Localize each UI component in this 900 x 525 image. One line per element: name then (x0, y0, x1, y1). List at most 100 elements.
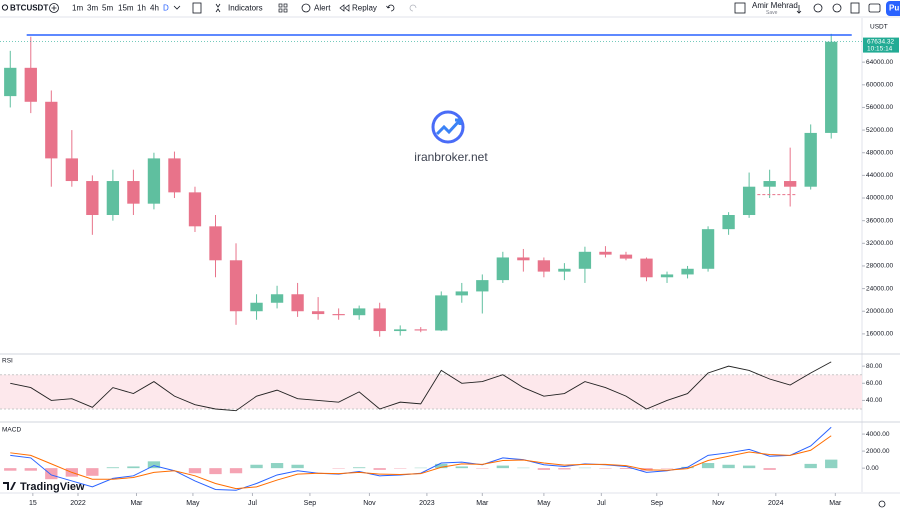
macd-histogram (86, 468, 98, 476)
plot-area: USDT16000.0020000.0024000.0028000.003200… (0, 24, 899, 507)
macd-histogram (743, 466, 755, 469)
macd-histogram (497, 466, 509, 469)
x-tick-label: Mar (476, 500, 489, 507)
x-tick-label: Jul (597, 500, 606, 507)
interval-button[interactable]: 5m (102, 4, 113, 13)
candle-body (805, 133, 817, 187)
watermark-text: iranbroker.net (414, 150, 488, 164)
y-tick-label: 40.00 (866, 397, 883, 404)
candle-body (435, 295, 447, 330)
y-tick-label: 64000.00 (866, 59, 893, 66)
save-label[interactable]: Save (766, 10, 778, 16)
candle-body (332, 314, 344, 315)
signal-line (10, 436, 831, 489)
interval-button[interactable]: 1m (72, 4, 83, 13)
interval-button[interactable]: D (163, 4, 169, 13)
y-tick-label: 60.00 (866, 380, 883, 387)
x-tick-label: Sep (304, 500, 317, 507)
macd-histogram (620, 468, 632, 469)
candle-body (763, 181, 775, 187)
candle-body (107, 181, 119, 215)
candle-body (86, 181, 98, 215)
candle-body (517, 257, 529, 260)
x-tick-label: Mar (130, 500, 143, 507)
macd-histogram (763, 468, 775, 470)
y-tick-label: 48000.00 (866, 149, 893, 156)
candle-body (681, 269, 693, 275)
symbol[interactable]: BTCUSDT (10, 4, 48, 13)
user-name[interactable]: Amir Mehrad (752, 1, 798, 10)
y-tick-label: 28000.00 (866, 263, 893, 270)
publish-label: Pu (889, 4, 899, 13)
macd-histogram (127, 466, 139, 468)
x-tick-label: 15 (29, 500, 37, 507)
y-tick-label: 4000.00 (866, 431, 890, 438)
macd-histogram (4, 468, 16, 471)
candle-body (620, 255, 632, 259)
y-tick-label: 24000.00 (866, 285, 893, 292)
time-axis-settings[interactable] (879, 501, 885, 507)
x-tick-label: 2023 (419, 500, 435, 507)
candle-body (558, 269, 570, 272)
macd-histogram (209, 468, 221, 474)
y-tick-label: 36000.00 (866, 217, 893, 224)
y-tick-label: 44000.00 (866, 172, 893, 179)
y-tick-label: 2000.00 (866, 448, 890, 455)
candle-body (148, 158, 160, 203)
pane-title: RSI (2, 358, 13, 365)
macd-histogram (456, 466, 468, 468)
tradingview-logo[interactable]: TradingView (20, 481, 85, 493)
candle-body (825, 42, 837, 133)
y-tick-label: 0.00 (866, 465, 879, 472)
x-tick-label: Nov (712, 500, 725, 507)
macd-histogram (805, 464, 817, 468)
y-tick-label: 52000.00 (866, 127, 893, 134)
macd-histogram (825, 460, 837, 469)
candle-body (702, 229, 714, 269)
candle-body (743, 187, 755, 215)
rsi-band (0, 375, 862, 409)
candle-body (271, 294, 283, 302)
macd-line (10, 427, 831, 490)
candle-body (4, 68, 16, 96)
y-tick-label: 20000.00 (866, 308, 893, 315)
macd-histogram (291, 465, 303, 468)
candle-body (230, 260, 242, 311)
y-tick-label: 80.00 (866, 363, 883, 370)
candle-body (353, 308, 365, 315)
candle-body (66, 158, 78, 181)
interval-button[interactable]: 4h (150, 4, 159, 13)
macd-histogram (538, 468, 550, 470)
candle-body (640, 259, 652, 278)
x-tick-label: Sep (651, 500, 664, 507)
interval-button[interactable]: 3m (87, 4, 98, 13)
candle-body (538, 260, 550, 271)
candle-body (209, 226, 221, 260)
replay-button[interactable]: Replay (352, 4, 377, 13)
y-tick-label: 40000.00 (866, 195, 893, 202)
last-price-label: 67634.32 (867, 38, 894, 45)
x-tick-label: May (537, 500, 551, 507)
macd-histogram (189, 468, 201, 473)
y-tick-label: 60000.00 (866, 82, 893, 89)
y-tick-label: 32000.00 (866, 240, 893, 247)
pane-title: MACD (2, 427, 21, 434)
macd-histogram (271, 463, 283, 468)
watermark-arrow (437, 120, 460, 134)
indicators-button[interactable]: Indicators (228, 4, 263, 13)
candle-body (415, 329, 427, 330)
interval-button[interactable]: 15m (118, 4, 134, 13)
candle-body (497, 257, 509, 280)
macd-histogram (353, 467, 365, 468)
candle-body (374, 308, 386, 331)
candle-body (312, 311, 324, 314)
x-tick-label: Nov (363, 500, 376, 507)
macd-histogram (25, 468, 37, 471)
y-tick-label: 56000.00 (866, 104, 893, 111)
x-tick-label: May (186, 500, 200, 507)
interval-button[interactable]: 1h (137, 4, 146, 13)
watermark-logo (433, 112, 463, 142)
alert-button[interactable]: Alert (314, 4, 331, 13)
